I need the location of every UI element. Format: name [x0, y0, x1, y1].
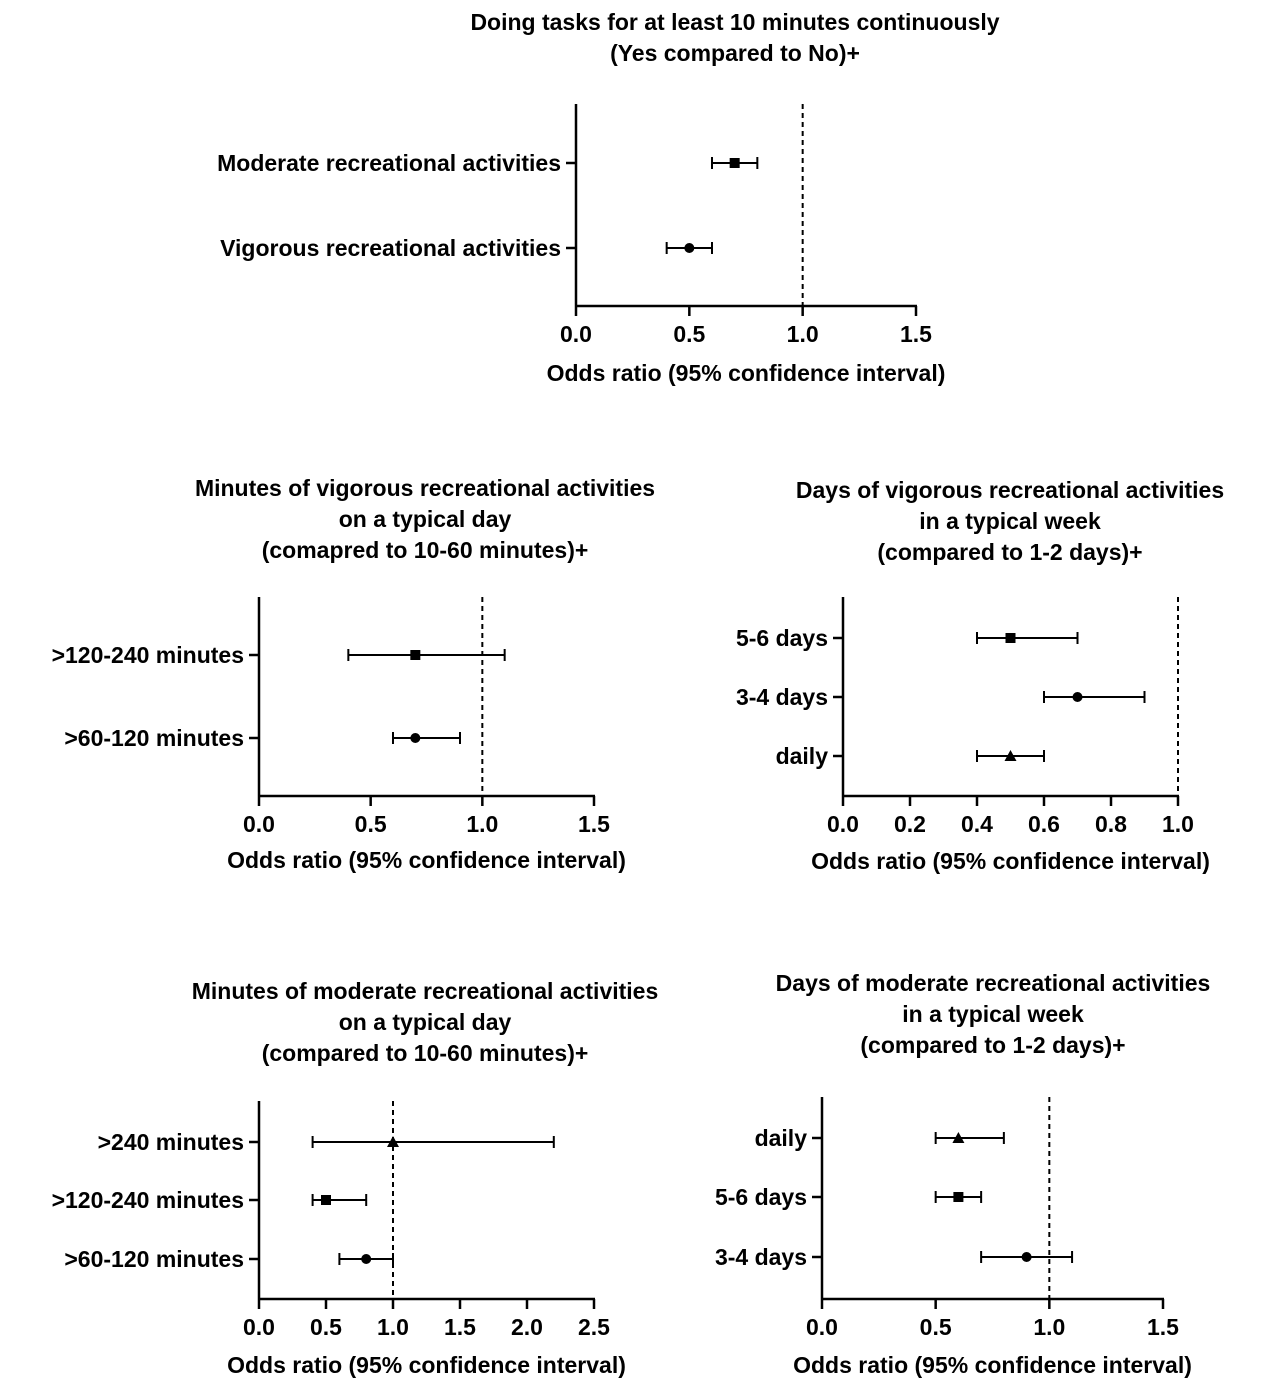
chart-title-line: Days of moderate recreational activities [776, 970, 1211, 996]
row-label: >60-120 minutes [64, 725, 244, 751]
row-label: daily [755, 1125, 808, 1151]
point-estimate-circle [684, 243, 695, 253]
forest-panel-5: Days of moderate recreational activities… [715, 970, 1210, 1378]
x-tick-label: 0.0 [243, 811, 275, 837]
chart-title-line: in a typical week [919, 508, 1101, 534]
point-estimate-triangle [1004, 750, 1017, 761]
point-estimate-triangle [387, 1136, 399, 1147]
x-tick-label: 1.0 [377, 1314, 409, 1340]
x-tick-label: 0.0 [243, 1314, 275, 1340]
chart-title-line: Minutes of moderate recreational activit… [192, 978, 659, 1004]
point-estimate-square [410, 650, 421, 660]
x-tick-label: 1.5 [1147, 1314, 1179, 1340]
x-tick-label: 0.5 [673, 321, 705, 347]
row-label: >60-120 minutes [64, 1246, 244, 1272]
row-label: Moderate recreational activities [217, 150, 561, 176]
row-label: daily [776, 743, 829, 769]
row-label: Vigorous recreational activities [220, 235, 561, 261]
x-tick-label: 1.0 [1033, 1314, 1065, 1340]
x-axis-label: Odds ratio (95% confidence interval) [227, 1352, 626, 1378]
x-tick-label: 1.0 [1162, 811, 1194, 837]
x-tick-label: 2.0 [511, 1314, 543, 1340]
row-label: 3-4 days [736, 684, 828, 710]
x-tick-label: 2.5 [578, 1314, 610, 1340]
x-tick-label: 1.5 [900, 321, 932, 347]
x-tick-label: 0.5 [920, 1314, 952, 1340]
x-axis-label: Odds ratio (95% confidence interval) [811, 848, 1210, 874]
chart-title-line: (comapred to 10-60 minutes)+ [262, 537, 589, 563]
point-estimate-circle [410, 733, 421, 743]
row-label: 5-6 days [736, 625, 828, 651]
row-label: 5-6 days [715, 1184, 807, 1210]
row-label: >240 minutes [98, 1129, 244, 1155]
x-tick-label: 1.5 [444, 1314, 476, 1340]
forest-panel-1: Doing tasks for at least 10 minutes cont… [217, 9, 1000, 386]
point-estimate-square [953, 1192, 964, 1202]
point-estimate-circle [361, 1254, 372, 1264]
row-label: 3-4 days [715, 1244, 807, 1270]
chart-title-line: (compared to 10-60 minutes)+ [262, 1040, 589, 1066]
x-tick-label: 0.6 [1028, 811, 1060, 837]
chart-title-line: on a typical day [339, 1009, 512, 1035]
forest-panel-2: Minutes of vigorous recreational activit… [52, 475, 655, 873]
chart-title-line: (Yes compared to No)+ [610, 40, 860, 66]
forest-panel-3: Days of vigorous recreational activities… [736, 477, 1224, 874]
chart-title-line: Minutes of vigorous recreational activit… [195, 475, 655, 501]
x-axis-label: Odds ratio (95% confidence interval) [547, 360, 946, 386]
row-label: >120-240 minutes [52, 1187, 244, 1213]
chart-title-line: on a typical day [339, 506, 512, 532]
chart-title-line: (compared to 1-2 days)+ [860, 1032, 1125, 1058]
point-estimate-square [1005, 633, 1016, 643]
x-tick-label: 0.0 [827, 811, 859, 837]
point-estimate-square [729, 158, 740, 168]
chart-title-line: (compared to 1-2 days)+ [877, 539, 1142, 565]
x-tick-label: 0.5 [310, 1314, 342, 1340]
point-estimate-circle [1021, 1252, 1032, 1262]
point-estimate-triangle [952, 1132, 965, 1143]
point-estimate-square [321, 1195, 331, 1205]
row-label: >120-240 minutes [52, 642, 244, 668]
x-tick-label: 0.8 [1095, 811, 1127, 837]
x-tick-label: 0.0 [560, 321, 592, 347]
chart-title-line: Doing tasks for at least 10 minutes cont… [470, 9, 999, 35]
point-estimate-circle [1072, 692, 1083, 702]
x-tick-label: 0.0 [806, 1314, 838, 1340]
forest-panel-4: Minutes of moderate recreational activit… [52, 978, 659, 1378]
x-tick-label: 0.2 [894, 811, 926, 837]
x-tick-label: 0.5 [355, 811, 387, 837]
x-axis-label: Odds ratio (95% confidence interval) [793, 1352, 1192, 1378]
chart-title-line: in a typical week [902, 1001, 1084, 1027]
x-tick-label: 1.0 [787, 321, 819, 347]
x-axis-label: Odds ratio (95% confidence interval) [227, 847, 626, 873]
chart-title-line: Days of vigorous recreational activities [796, 477, 1224, 503]
x-tick-label: 0.4 [961, 811, 993, 837]
x-tick-label: 1.0 [466, 811, 498, 837]
x-tick-label: 1.5 [578, 811, 610, 837]
